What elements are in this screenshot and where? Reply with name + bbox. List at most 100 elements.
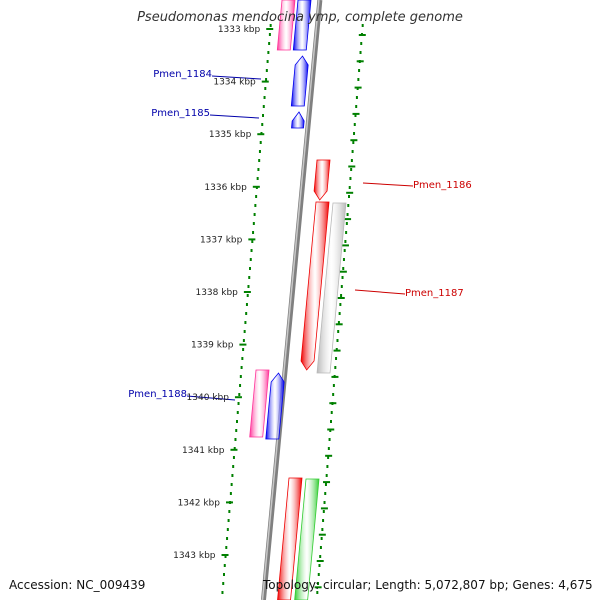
label-leader xyxy=(209,114,260,119)
guide-dot xyxy=(352,141,355,144)
guide-dot xyxy=(268,42,271,45)
topology-text: Topology: circular; Length: 5,072,807 bp… xyxy=(263,578,593,592)
kbp-label: 1336 kbp xyxy=(204,183,247,193)
guide-dot xyxy=(251,240,254,243)
guide-dot xyxy=(223,564,226,567)
map-title: Pseudomonas mendocina ymp, complete geno… xyxy=(137,10,463,25)
gene-labels: Pmen_1184 Pmen_1185 Pmen_1186 Pmen_1187 Pmen… xyxy=(128,69,471,400)
guide-dot xyxy=(317,582,320,585)
gene-feature-red xyxy=(300,201,330,371)
guide-dot xyxy=(221,591,224,594)
guide-dot xyxy=(360,42,363,45)
guide-dot xyxy=(245,312,248,315)
kbp-label: 1342 kbp xyxy=(178,498,221,508)
guide-dot xyxy=(332,393,335,396)
guide-dot xyxy=(319,546,322,549)
guide-dot xyxy=(341,276,344,279)
guide-dot xyxy=(321,528,324,531)
accession-text: Accession: NC_009439 xyxy=(9,578,146,592)
guide-dot xyxy=(319,555,322,558)
guide-dot xyxy=(328,438,331,441)
guide-dot xyxy=(358,69,361,72)
guide-dot xyxy=(317,573,320,576)
guide-dot xyxy=(359,51,362,54)
guide-dot xyxy=(353,132,356,135)
guide-dot xyxy=(347,204,350,207)
kbp-label: 1335 kbp xyxy=(209,130,252,140)
guide-dot xyxy=(327,456,330,459)
label-leader xyxy=(211,75,262,80)
guide-dot xyxy=(343,249,346,252)
guide-dot xyxy=(262,114,265,117)
guide-dot xyxy=(233,447,236,450)
guide-dot xyxy=(355,96,358,99)
guide-dot xyxy=(227,519,230,522)
label-leader xyxy=(362,182,414,187)
guide-dot xyxy=(351,150,354,153)
guide-dot xyxy=(338,312,341,315)
guide-dot xyxy=(322,510,325,513)
guide-dot xyxy=(340,285,343,288)
gene-label: Pmen_1186 xyxy=(413,180,472,191)
guide-dot xyxy=(240,366,243,369)
guide-dot xyxy=(249,267,252,270)
label-leaders xyxy=(186,75,414,401)
guide-dot xyxy=(322,519,325,522)
gene-feature-blue xyxy=(292,0,312,51)
backbone-highlight xyxy=(261,0,320,600)
gene-feature-pmen-1186 xyxy=(313,159,331,201)
guide-dot xyxy=(249,258,252,261)
guide-dot xyxy=(245,303,248,306)
guide-dot xyxy=(325,474,328,477)
guide-dot xyxy=(354,114,357,117)
kbp-label: 1338 kbp xyxy=(195,288,238,298)
guide-dot xyxy=(234,438,237,441)
guide-dot xyxy=(250,249,253,252)
label-leader xyxy=(354,289,406,295)
guide-dot xyxy=(320,537,323,540)
gene-feature-pmen-1184 xyxy=(290,55,309,107)
gene-feature-pink xyxy=(276,0,296,51)
guide-dot xyxy=(254,204,257,207)
guide-dot xyxy=(241,357,244,360)
guide-dot xyxy=(262,105,265,108)
guide-dot xyxy=(230,483,233,486)
guide-dot xyxy=(330,420,332,423)
guide-dot xyxy=(324,492,327,495)
guide-dot xyxy=(256,177,259,180)
guide-dot xyxy=(257,168,260,171)
guide-dot xyxy=(327,447,330,450)
guide-dot xyxy=(269,24,272,27)
guide-dot xyxy=(252,222,255,225)
guide-dot xyxy=(345,231,348,234)
guide-dot xyxy=(222,582,225,585)
guide-dot xyxy=(355,105,358,108)
guide-dot xyxy=(252,231,255,234)
gene-label: Pmen_1184 xyxy=(153,69,212,80)
guide-dot xyxy=(330,411,333,414)
gene-feature-pmen-1188 xyxy=(265,372,285,440)
guide-dot xyxy=(225,546,228,549)
guide-dot xyxy=(255,195,258,198)
kbp-label: 1341 kbp xyxy=(182,446,225,456)
guide-dot xyxy=(239,375,242,378)
guide-dot xyxy=(335,357,338,360)
guide-dot xyxy=(342,267,345,270)
guide-dot xyxy=(316,591,319,594)
gene-label: Pmen_1188 xyxy=(128,389,187,400)
guide-dot xyxy=(266,60,269,63)
guide-dot xyxy=(353,123,356,126)
guide-dot xyxy=(348,186,351,189)
guide-dot xyxy=(232,456,235,459)
gene-feature-pmen-1185 xyxy=(291,111,305,129)
guide-dot xyxy=(361,24,364,27)
guide-dot xyxy=(264,87,267,90)
guide-dot xyxy=(229,492,232,495)
guide-dot xyxy=(350,168,353,171)
guide-dot xyxy=(244,321,247,324)
guide-dot xyxy=(231,474,234,477)
kbp-label: 1339 kbp xyxy=(191,341,234,351)
guide-dot xyxy=(349,177,352,180)
